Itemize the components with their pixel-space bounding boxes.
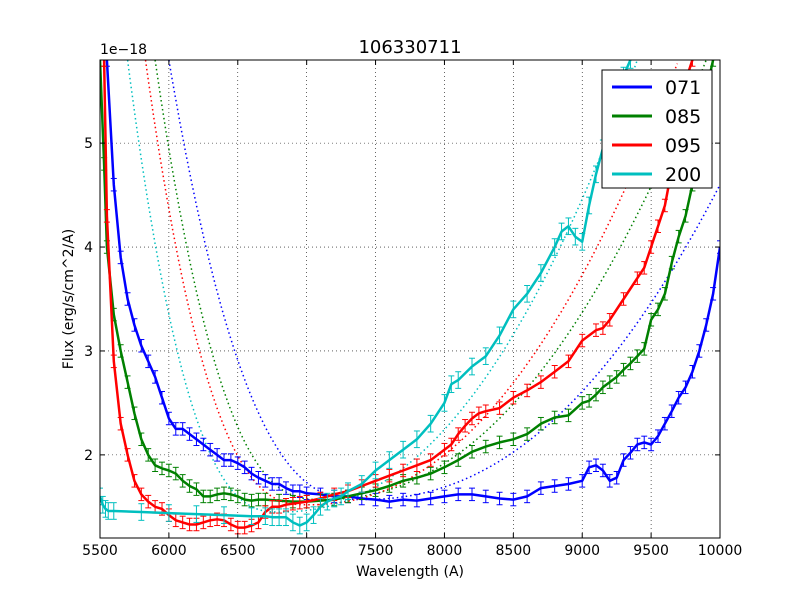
x-axis-ticks: 5500 6000 6500 7000 7500 8000 8500 9000 9500 1000…: [82, 60, 742, 559]
plot-frame: [99, 59, 721, 539]
x-tick-label: 9500: [633, 543, 669, 559]
x-tick-label: 5500: [82, 543, 118, 559]
fit-curve-071: [168, 60, 720, 501]
legend-label-085: 085: [665, 106, 701, 128]
x-tick-label: 7000: [289, 543, 325, 559]
series-line-085: [100, 60, 715, 503]
y-tick-label: 5: [84, 136, 93, 152]
y-tick-label: 2: [84, 448, 93, 464]
series-line-200: [100, 60, 632, 527]
series-200: [100, 60, 634, 535]
legend-label-095: 095: [665, 135, 701, 157]
series-071: [103, 60, 720, 509]
x-tick-label: 8000: [427, 543, 463, 559]
y-tick-label: 4: [84, 240, 93, 256]
y-axis-label: Flux (erg/s/cm^2/A): [61, 229, 77, 369]
fit-curve-085: [154, 60, 707, 501]
chart-title: 106330711: [358, 37, 461, 58]
fit-curves: [126, 60, 720, 513]
fit-curve-095: [144, 60, 678, 506]
series-lines: [100, 60, 720, 535]
legend-label-071: 071: [665, 77, 701, 99]
y-axis-offset-label: 1e−18: [100, 42, 147, 58]
y-axis-ticks: 2 3 4 5: [84, 136, 720, 464]
x-tick-label: 10000: [698, 543, 743, 559]
legend: 071 085 095 200: [601, 69, 713, 189]
legend-box: [601, 69, 713, 189]
x-tick-label: 8500: [496, 543, 532, 559]
x-tick-label: 7500: [358, 543, 394, 559]
x-axis-label: Wavelength (A): [356, 564, 464, 580]
x-tick-label: 6500: [220, 543, 256, 559]
y-tick-label: 3: [84, 344, 93, 360]
series-line-071: [105, 60, 720, 503]
legend-label-200: 200: [665, 164, 701, 186]
x-tick-label: 6000: [151, 543, 187, 559]
x-tick-label: 9000: [564, 543, 600, 559]
